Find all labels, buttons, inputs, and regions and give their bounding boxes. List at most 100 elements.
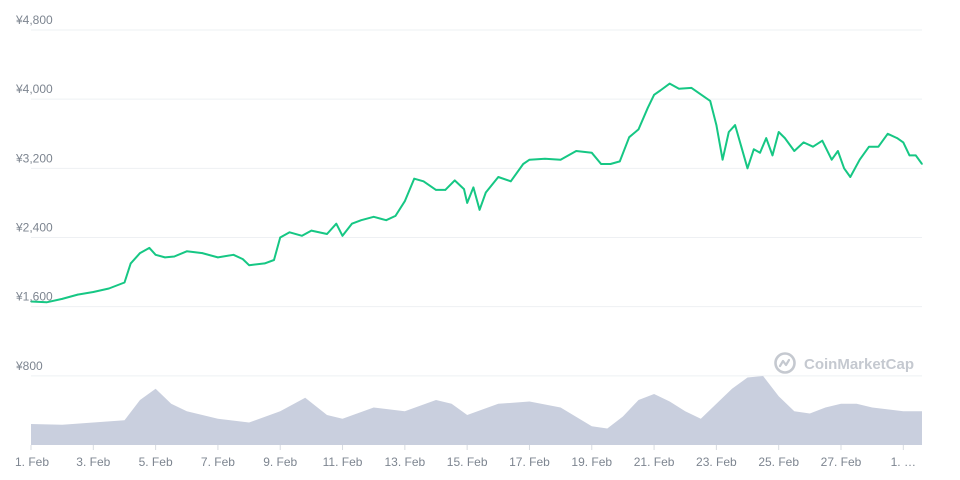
price-point (647, 107, 649, 109)
price-point (108, 287, 110, 290)
price-line (30, 82, 923, 304)
y-tick-label: ¥3,200 (15, 151, 53, 165)
price-point (759, 152, 761, 154)
y-tick-label: ¥4,800 (15, 13, 53, 27)
y-tick-label: ¥2,400 (15, 221, 53, 235)
price-point (288, 231, 291, 234)
price-point (858, 158, 861, 161)
price-point (591, 152, 593, 154)
price-point (896, 137, 898, 139)
price-point (310, 229, 313, 232)
price-point (849, 176, 852, 178)
price-point (30, 300, 32, 303)
coinmarketcap-watermark: CoinMarketCap (774, 352, 914, 374)
price-point (703, 95, 705, 98)
gridlines (31, 29, 922, 377)
price-point (217, 256, 219, 259)
x-tick-label: 25. Feb (758, 455, 799, 469)
price-point (653, 94, 655, 96)
price-point (877, 145, 880, 148)
price-point (45, 301, 48, 304)
price-point (921, 163, 923, 165)
price-point (528, 158, 531, 161)
x-tick-label: 1. … (891, 455, 916, 469)
price-point (453, 179, 456, 182)
price-point (413, 177, 416, 180)
price-point (559, 158, 562, 161)
price-point (463, 188, 465, 190)
price-point (609, 163, 612, 165)
price-point (61, 298, 63, 300)
price-point (478, 209, 481, 211)
price-point (279, 236, 282, 239)
price-point (728, 131, 730, 133)
price-point (678, 88, 680, 90)
price-point (802, 141, 805, 144)
price-point (497, 176, 500, 178)
x-tick-label: 19. Feb (571, 455, 612, 469)
price-point (600, 163, 602, 165)
price-point (123, 281, 126, 284)
price-point (335, 222, 338, 225)
price-point (394, 215, 397, 217)
price-point (422, 180, 425, 183)
price-point (690, 87, 693, 89)
price-point (868, 145, 870, 148)
price-point (709, 100, 711, 102)
x-tick-label: 1. Feb (15, 455, 49, 469)
price-point (830, 158, 833, 161)
price-point (242, 258, 244, 260)
price-point (164, 256, 166, 259)
price-point (435, 189, 437, 191)
price-point (92, 291, 95, 293)
price-point (510, 180, 512, 183)
price-point (915, 154, 917, 157)
price-point (154, 254, 157, 256)
x-tick-label: 13. Feb (384, 455, 425, 469)
price-point (351, 222, 353, 225)
price-point (721, 158, 724, 161)
price-point (248, 264, 250, 267)
price-point (232, 254, 235, 256)
price-point (273, 259, 275, 261)
price-point (777, 131, 780, 133)
price-point (793, 150, 796, 152)
price-point (186, 250, 188, 253)
y-tick-label: ¥4,000 (15, 82, 53, 96)
price-point (619, 160, 621, 163)
price-point (372, 216, 375, 218)
price-point (821, 139, 824, 142)
x-tick-label: 21. Feb (634, 455, 675, 469)
price-point (76, 293, 79, 296)
price-point (715, 124, 718, 126)
price-point (784, 137, 786, 139)
price-point (201, 252, 204, 254)
x-tick-label: 5. Feb (139, 455, 173, 469)
x-tick-label: 3. Feb (76, 455, 110, 469)
y-axis-ticks: ¥800 ¥1,600 ¥2,400 ¥3,200 ¥4,000 ¥4,800 (15, 13, 53, 373)
price-point (404, 200, 406, 202)
price-point (148, 247, 151, 249)
price-point (765, 137, 767, 139)
price-point (139, 252, 141, 254)
price-point (575, 150, 577, 152)
price-point (301, 235, 303, 237)
x-axis-ticks: 1. Feb 3. Feb 5. Feb 7. Feb 9. Feb 11. Feb 13.… (15, 445, 916, 469)
price-point (771, 154, 774, 157)
price-point (902, 141, 905, 144)
price-point (637, 128, 640, 131)
x-tick-label: 9. Feb (263, 455, 297, 469)
price-point (360, 219, 363, 221)
price-point (341, 235, 344, 237)
x-tick-label: 15. Feb (447, 455, 488, 469)
price-point (734, 124, 736, 126)
price-point (385, 219, 388, 221)
price-point (908, 154, 911, 157)
price-line-layer (30, 82, 923, 304)
price-point (466, 202, 469, 204)
price-point (668, 82, 671, 85)
price-point (843, 167, 845, 170)
price-point (544, 158, 546, 160)
price-point (753, 148, 755, 151)
